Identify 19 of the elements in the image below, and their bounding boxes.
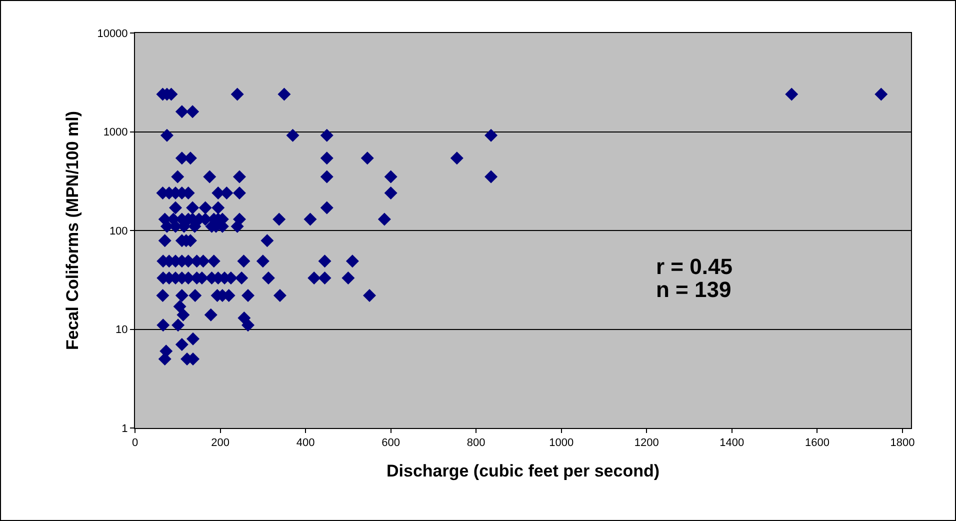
annotation: r = 0.45 [656, 254, 732, 279]
x-tick-label: 600 [382, 437, 400, 450]
y-tick-label: 100 [109, 225, 128, 238]
x-tick-label: 800 [466, 437, 486, 450]
x-tick-label: 1800 [890, 437, 915, 450]
y-tick-label: 1 [122, 422, 128, 435]
y-tick-label: 10000 [97, 28, 128, 40]
y-tick-label: 10 [116, 324, 128, 336]
x-tick-label: 1000 [549, 437, 574, 450]
x-tick-label: 0 [132, 437, 138, 450]
y-tick-label: 1000 [103, 126, 128, 139]
x-tick-label: 1400 [720, 437, 744, 450]
x-tick-label: 400 [296, 437, 315, 450]
annotation: n = 139 [656, 277, 732, 302]
x-tick-label: 1200 [634, 437, 659, 450]
x-axis-title: Discharge (cubic feet per second) [386, 462, 660, 481]
x-tick-label: 200 [211, 437, 230, 450]
x-tick-label: 1600 [804, 437, 830, 450]
y-axis-title: Fecal Coliforms (MPN/100 ml) [62, 110, 82, 350]
